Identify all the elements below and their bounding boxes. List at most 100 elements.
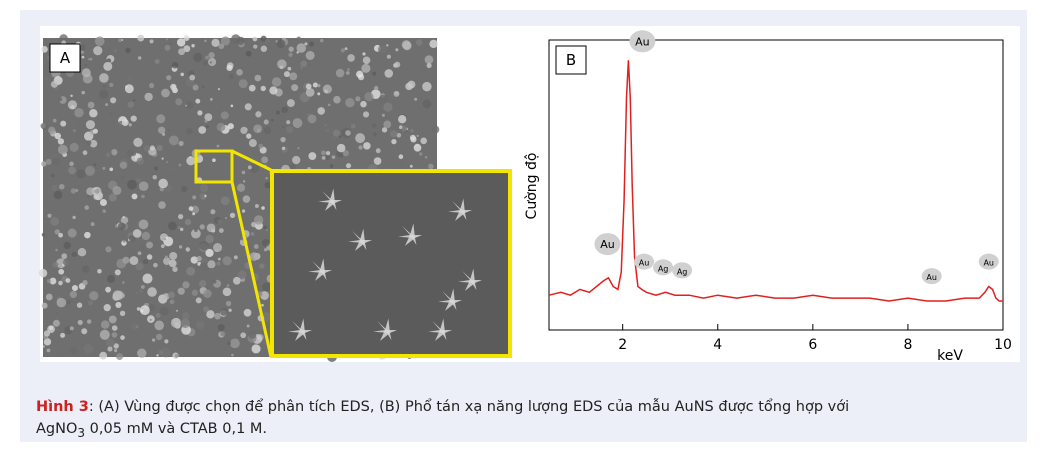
texture bbox=[132, 193, 138, 199]
texture bbox=[202, 86, 205, 89]
texture bbox=[317, 107, 325, 115]
texture bbox=[156, 114, 165, 123]
texture bbox=[326, 151, 330, 155]
texture bbox=[161, 244, 165, 248]
texture bbox=[309, 41, 314, 46]
texture bbox=[58, 97, 62, 101]
texture bbox=[399, 154, 404, 159]
texture bbox=[158, 201, 166, 209]
texture bbox=[160, 307, 169, 316]
texture bbox=[71, 188, 76, 193]
texture bbox=[60, 121, 66, 127]
texture bbox=[306, 88, 315, 97]
texture bbox=[81, 328, 87, 334]
texture bbox=[287, 67, 291, 71]
texture bbox=[178, 214, 183, 219]
texture bbox=[60, 333, 65, 338]
texture bbox=[286, 126, 293, 133]
texture bbox=[203, 306, 209, 312]
texture bbox=[87, 195, 89, 197]
texture bbox=[58, 138, 64, 144]
texture bbox=[199, 193, 204, 198]
texture bbox=[306, 84, 312, 90]
texture bbox=[333, 130, 340, 137]
texture bbox=[286, 120, 290, 124]
texture bbox=[83, 150, 88, 155]
texture bbox=[63, 259, 70, 266]
texture bbox=[81, 51, 84, 54]
texture bbox=[111, 149, 117, 155]
texture bbox=[192, 290, 198, 296]
texture bbox=[166, 75, 171, 80]
texture bbox=[132, 151, 136, 155]
texture bbox=[419, 152, 422, 155]
texture bbox=[199, 241, 209, 251]
texture bbox=[231, 354, 234, 357]
texture bbox=[169, 260, 177, 268]
texture bbox=[143, 274, 153, 284]
texture bbox=[193, 53, 202, 62]
texture bbox=[414, 98, 417, 101]
texture bbox=[207, 201, 210, 204]
texture bbox=[196, 297, 202, 303]
texture bbox=[100, 330, 110, 340]
texture bbox=[209, 268, 213, 272]
texture bbox=[251, 69, 253, 71]
texture bbox=[58, 281, 63, 286]
texture bbox=[68, 229, 77, 238]
x-tick-label: 4 bbox=[713, 337, 722, 353]
texture bbox=[242, 171, 246, 175]
texture bbox=[142, 232, 150, 240]
texture bbox=[61, 253, 67, 259]
texture bbox=[66, 278, 71, 283]
texture bbox=[386, 44, 388, 46]
caption-formula: AgNO bbox=[36, 421, 77, 437]
texture bbox=[107, 347, 112, 352]
texture bbox=[390, 130, 397, 137]
texture bbox=[57, 298, 66, 307]
texture bbox=[261, 304, 264, 307]
texture bbox=[262, 283, 271, 292]
texture bbox=[345, 98, 354, 107]
texture bbox=[382, 114, 385, 117]
texture bbox=[185, 219, 191, 225]
texture bbox=[218, 43, 224, 49]
texture bbox=[203, 289, 212, 298]
texture bbox=[210, 98, 213, 101]
texture bbox=[58, 269, 64, 275]
texture bbox=[254, 215, 263, 224]
texture bbox=[136, 178, 141, 183]
texture bbox=[112, 332, 118, 338]
texture bbox=[217, 123, 226, 132]
texture bbox=[133, 138, 142, 147]
texture bbox=[56, 312, 58, 314]
texture bbox=[253, 37, 258, 42]
texture bbox=[84, 205, 89, 210]
texture bbox=[398, 115, 406, 123]
texture bbox=[53, 119, 57, 123]
texture bbox=[114, 349, 117, 352]
texture bbox=[103, 62, 112, 71]
texture bbox=[89, 291, 98, 300]
texture bbox=[54, 191, 63, 200]
texture bbox=[168, 130, 170, 132]
texture bbox=[50, 217, 59, 226]
texture bbox=[121, 176, 125, 180]
texture bbox=[51, 158, 60, 167]
texture bbox=[204, 195, 206, 197]
texture bbox=[76, 169, 85, 178]
texture bbox=[333, 96, 341, 104]
texture bbox=[166, 161, 168, 163]
texture bbox=[44, 330, 50, 336]
texture bbox=[182, 281, 189, 288]
texture bbox=[280, 65, 284, 69]
texture bbox=[425, 55, 434, 64]
texture bbox=[106, 338, 115, 347]
texture bbox=[199, 280, 206, 287]
texture bbox=[351, 124, 356, 129]
texture bbox=[147, 254, 152, 259]
texture bbox=[143, 259, 148, 264]
texture bbox=[296, 51, 298, 53]
texture bbox=[168, 292, 175, 299]
